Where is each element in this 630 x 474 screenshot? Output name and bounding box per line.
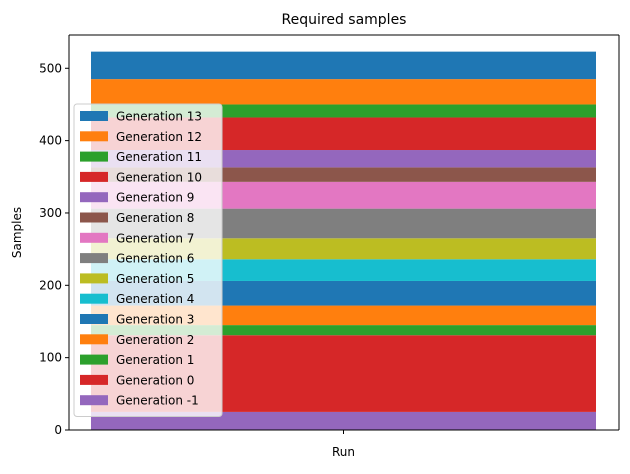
legend-swatch <box>80 131 108 142</box>
legend-entry: Generation 1 <box>116 353 194 367</box>
legend-swatch <box>80 232 108 243</box>
legend-swatch <box>80 354 108 365</box>
legend-box <box>73 103 223 417</box>
legend-swatch <box>80 192 108 203</box>
chart-title: Required samples <box>282 12 407 28</box>
legend-entry: Generation 6 <box>116 252 194 266</box>
legend-entry: Generation 12 <box>116 130 202 144</box>
legend-entry: Generation 4 <box>116 292 194 306</box>
legend-swatch <box>80 395 108 406</box>
legend-swatch <box>80 374 108 385</box>
bar-segment-14 <box>91 51 596 80</box>
legend-entry: Generation 2 <box>116 333 194 347</box>
y-tick-label: 0 <box>54 423 62 437</box>
legend-entry: Generation -1 <box>116 394 199 408</box>
legend-swatch <box>80 253 108 264</box>
bar-segment-2 <box>91 325 596 336</box>
legend-entry: Generation 3 <box>116 313 194 327</box>
legend-entry: Generation 13 <box>116 110 202 124</box>
bar-segment-13 <box>91 79 596 105</box>
legend-swatch <box>80 171 108 182</box>
legend-entry: Generation 10 <box>116 170 202 184</box>
y-axis-ticks: 0 100 200 300 400 500 <box>39 61 69 437</box>
legend: Generation 13 Generation 12 Generation 11 G… <box>73 103 223 417</box>
y-tick-label: 400 <box>39 134 62 148</box>
y-tick-label: 100 <box>39 351 62 365</box>
y-tick-label: 300 <box>39 206 62 220</box>
y-tick-label: 500 <box>39 61 62 75</box>
legend-entry: Generation 8 <box>116 211 194 225</box>
x-tick-label: Run <box>332 445 355 459</box>
legend-swatch <box>80 151 108 162</box>
legend-entry: Generation 7 <box>116 231 194 245</box>
legend-swatch <box>80 111 108 121</box>
legend-entry: Generation 5 <box>116 272 194 286</box>
legend-swatch <box>80 293 108 304</box>
legend-swatch <box>80 334 108 345</box>
legend-swatch <box>80 273 108 284</box>
legend-swatch <box>80 314 108 324</box>
y-tick-label: 200 <box>39 278 62 292</box>
legend-entry: Generation 11 <box>116 150 202 164</box>
x-axis-ticks: Run <box>332 430 355 459</box>
legend-entry: Generation 0 <box>116 373 194 387</box>
legend-entry: Generation 9 <box>116 191 194 205</box>
legend-swatch <box>80 212 108 223</box>
y-axis-label: Samples <box>10 207 24 258</box>
